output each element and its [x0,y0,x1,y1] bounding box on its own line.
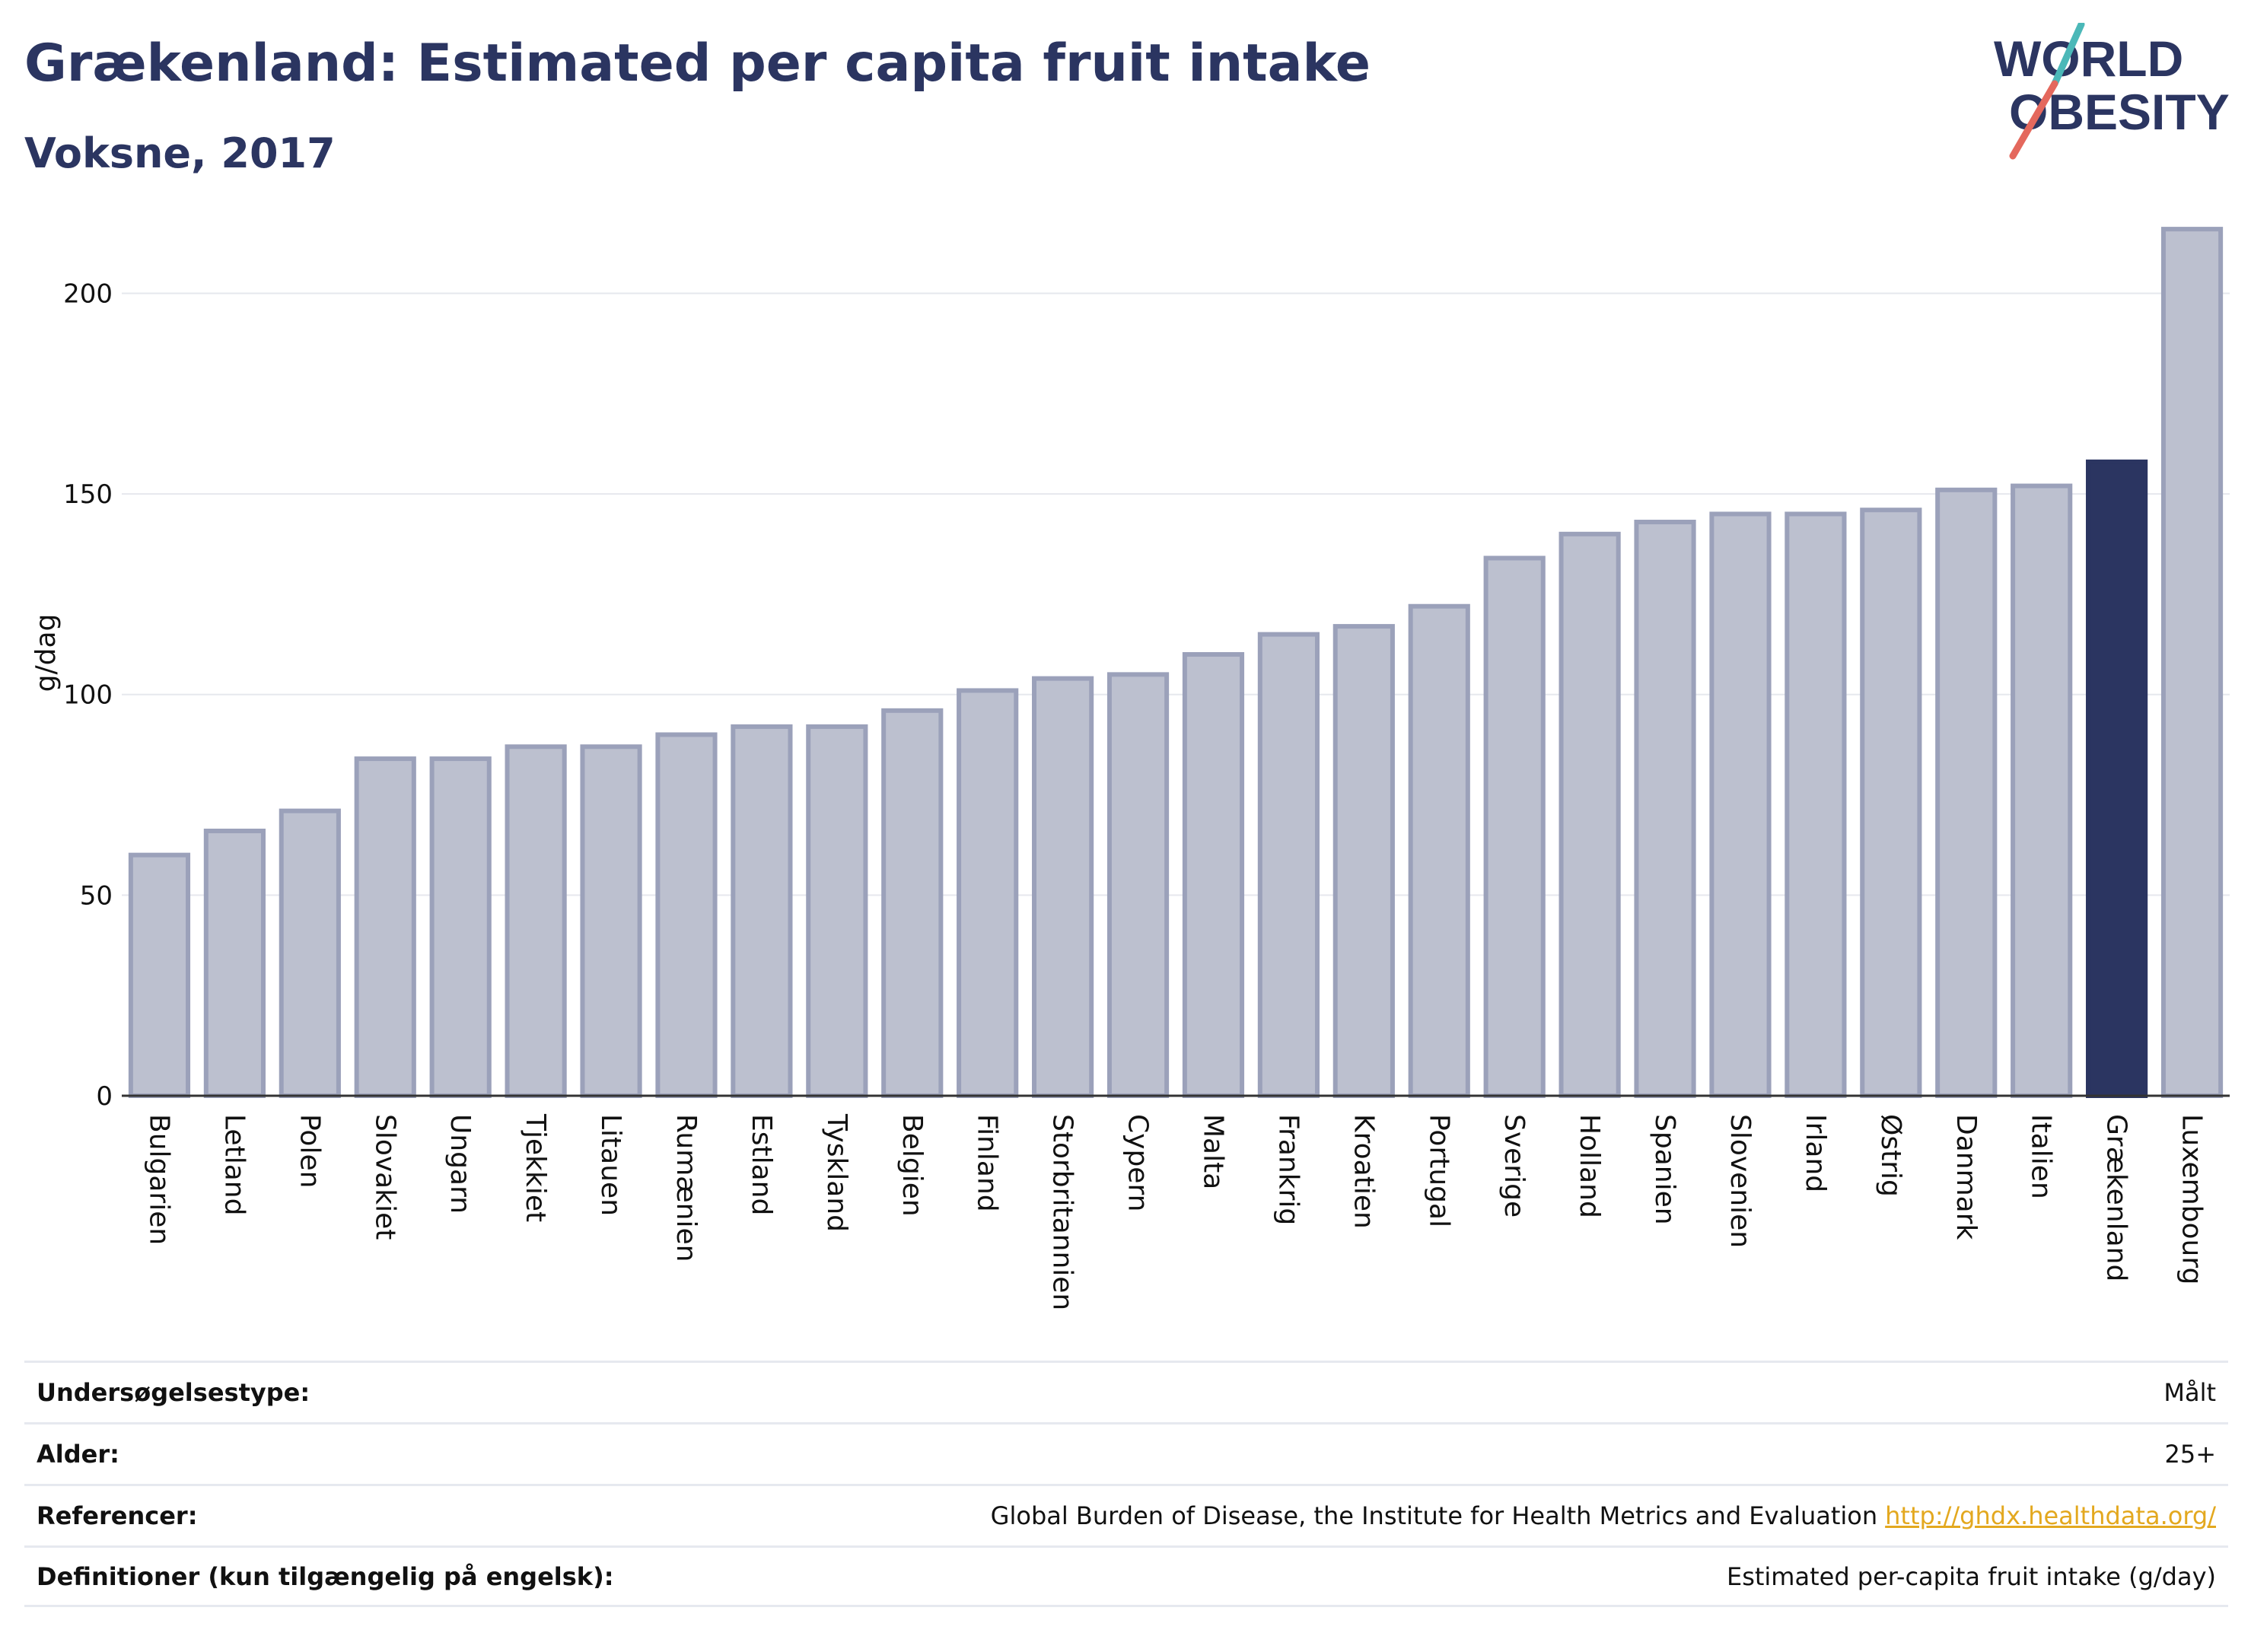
bar-irland [1785,511,1847,1098]
bar-finland [957,688,1019,1098]
bar-ungarn [429,756,492,1098]
bar-holland [1559,531,1621,1098]
y-tick-label: 50 [80,880,113,911]
y-tick-label: 100 [63,680,113,711]
bar-spanien [1634,520,1696,1098]
x-tick-label: Ungarn [444,1114,476,1214]
bar-grækenland [2086,459,2148,1098]
bar-polen [279,808,341,1098]
x-tick-label: Finland [972,1114,1003,1212]
x-tick-label: Portugal [1423,1114,1454,1227]
info-value: 25+ [2164,1440,2216,1469]
y-tick-label: 0 [96,1081,113,1112]
bar-rumænien [655,732,718,1098]
info-row-survey-type: Undersøgelsestype: Målt [24,1361,2228,1422]
x-tick-label: Malta [1197,1114,1228,1189]
x-tick-label: Letland [218,1114,250,1215]
x-tick-label: Italien [2026,1114,2057,1199]
chart-subtitle: Voksne, 2017 [24,129,336,177]
bar-østrig [1860,508,1922,1098]
info-label: Referencer: [37,1501,198,1530]
info-label: Alder: [37,1440,119,1469]
x-tick-label: Bulgarien [143,1114,174,1245]
info-table: Undersøgelsestype: Målt Alder: 25+ Refer… [24,1361,2228,1607]
bar-storbritannien [1032,676,1094,1098]
info-value: Estimated per-capita fruit intake (g/day… [1726,1561,2216,1591]
x-tick-label: Estland [746,1114,777,1215]
info-row-definitions: Definitioner (kun tilgængelig på engelsk… [24,1545,2228,1607]
bar-chart: 0 50 100 150 200 Bulgarien Letland Polen Slovaki… [30,227,2230,1310]
x-tick-label: Storbritannien [1047,1114,1078,1310]
chart-title: Grækenland: Estimated per capita fruit i… [24,33,1371,94]
bar-cypern [1106,672,1170,1098]
x-tick-label: Frankrig [1272,1114,1304,1225]
bar-portugal [1408,603,1470,1098]
bar-tjekkiet [505,744,567,1098]
info-label: Definitioner (kun tilgængelig på engelsk… [37,1561,614,1591]
x-tick-label: Luxembourg [2176,1114,2208,1284]
info-row-references: Referencer: Global Burden of Disease, th… [24,1484,2228,1545]
x-tick-label: Holland [1574,1114,1605,1218]
bar-litauen [580,744,642,1098]
y-tick-label: 150 [63,479,113,510]
bar-sverige [1483,555,1546,1098]
logo-slash-red [2009,80,2058,160]
reference-text: Global Burden of Disease, the Institute … [990,1501,1878,1530]
bar-danmark [1935,487,1998,1098]
x-tick-label: Slovenien [1724,1114,1756,1248]
info-label: Undersøgelsestype: [37,1378,310,1407]
x-tick-label: Slovakiet [369,1114,400,1240]
x-tick-label: Kroatien [1348,1114,1379,1229]
bar-tyskland [806,724,868,1099]
bars [128,227,2224,1099]
x-tick-label: Grækenland [2101,1114,2132,1281]
bar-luxembourg [2160,227,2224,1098]
x-tick-label: Litauen [595,1114,626,1216]
bar-estland [731,724,793,1099]
x-tick-label: Rumænien [670,1114,702,1262]
bar-italien [2011,483,2073,1098]
info-value-reference: Global Burden of Disease, the Institute … [991,1501,2216,1530]
reference-link[interactable]: http://ghdx.healthdata.org/ [1885,1501,2216,1530]
x-tick-label: Polen [294,1114,325,1188]
info-row-age: Alder: 25+ [24,1422,2228,1484]
x-tick-label: Belgien [896,1114,928,1217]
x-tick-label: Cypern [1122,1114,1154,1211]
world-obesity-logo: WORLD OBESITY [1994,23,2230,160]
bar-slovenien [1709,511,1772,1098]
y-tick-label: 200 [63,279,113,309]
x-tick-label: Danmark [1950,1114,1982,1240]
info-value: Målt [2163,1378,2216,1407]
bar-malta [1182,652,1245,1098]
bar-kroatien [1332,624,1395,1098]
y-axis-label: g/dag [30,614,62,692]
x-tick-label: Tjekkiet [520,1113,551,1222]
x-tick-label: Tyskland [821,1113,852,1232]
bar-belgien [881,708,944,1098]
x-tick-label: Sverige [1498,1114,1530,1218]
x-tick-label: Irland [1800,1114,1831,1192]
bar-slovakiet [354,756,416,1098]
logo-text-world: WORLD [1994,30,2183,87]
x-tick-label: Spanien [1649,1114,1680,1225]
bar-letland [203,829,266,1098]
bar-frankrig [1257,632,1320,1098]
x-tick-label: Østrig [1875,1114,1906,1197]
logo-slash-teal [2051,23,2085,88]
axes: 0 50 100 150 200 Bulgarien Letland Polen Slovaki… [63,279,2230,1310]
bar-bulgarien [128,852,191,1098]
